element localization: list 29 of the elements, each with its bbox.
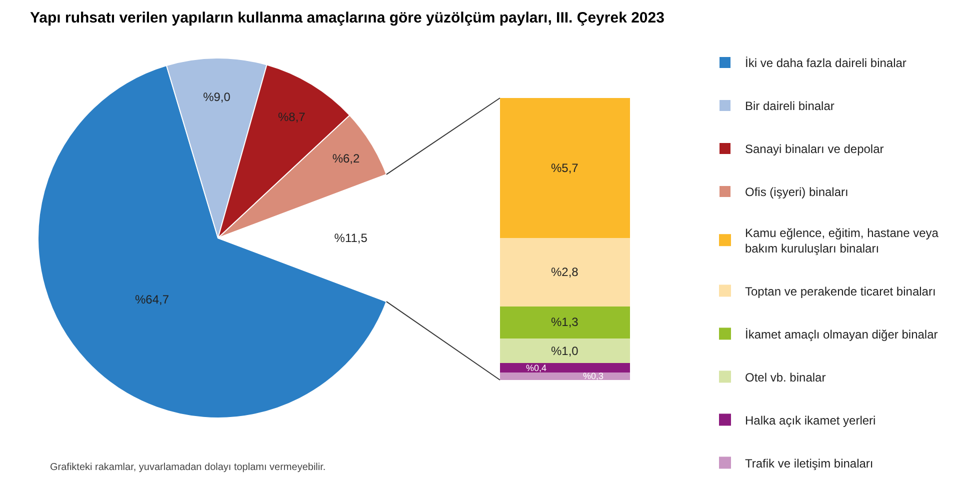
- bar: [500, 372, 630, 380]
- data-label: %1,3: [551, 315, 579, 329]
- data-label: %2,8: [551, 265, 579, 279]
- chart-title: Yapı ruhsatı verilen yapıların kullanma amaçlarına göre yüzölçüm payları, III. Çeyrek 2023: [30, 9, 664, 26]
- legend-label: İki ve daha fazla daireli binalar: [745, 56, 906, 70]
- bar: [500, 238, 630, 306]
- data-label: %9,0: [203, 90, 231, 104]
- data-label: %64,7: [134, 292, 170, 306]
- data-label: %1,0: [551, 344, 579, 358]
- bar: [500, 362, 630, 373]
- bar: [500, 98, 630, 238]
- legend-label: Trafik ve iletişim binaları: [745, 456, 874, 470]
- legend-label: Otel vb. binalar: [745, 370, 826, 384]
- data-label: %0,4: [526, 363, 547, 373]
- bar: [500, 338, 630, 363]
- data-label: %11,5: [334, 231, 368, 245]
- legend-label: İkamet amaçlı olmayan diğer binalar: [745, 327, 938, 342]
- legend-label: Toptan ve perakende ticaret binaları: [745, 284, 936, 298]
- legend-label: Ofis (işyeri) binaları: [745, 185, 848, 200]
- legend-label: Bir daireli binalar: [745, 99, 834, 114]
- legend-label: Kamu eğlence, eğitim, hastane veya bakım kuruluşları binaları: [745, 226, 939, 256]
- data-label: %5,7: [551, 161, 579, 175]
- data-label: %6,2: [332, 151, 360, 166]
- text: Grafikteki rakamlar, yuvarlamadan dolayı toplamı vermeyebilir.: [50, 462, 326, 473]
- legend-label: Sanayi binaları ve depolar: [745, 142, 884, 156]
- data-label: %0,3: [583, 371, 604, 381]
- bar: [500, 306, 630, 338]
- legend-label: Halka açık ikamet yerleri: [745, 413, 876, 428]
- data-label: %8,7: [278, 110, 306, 124]
